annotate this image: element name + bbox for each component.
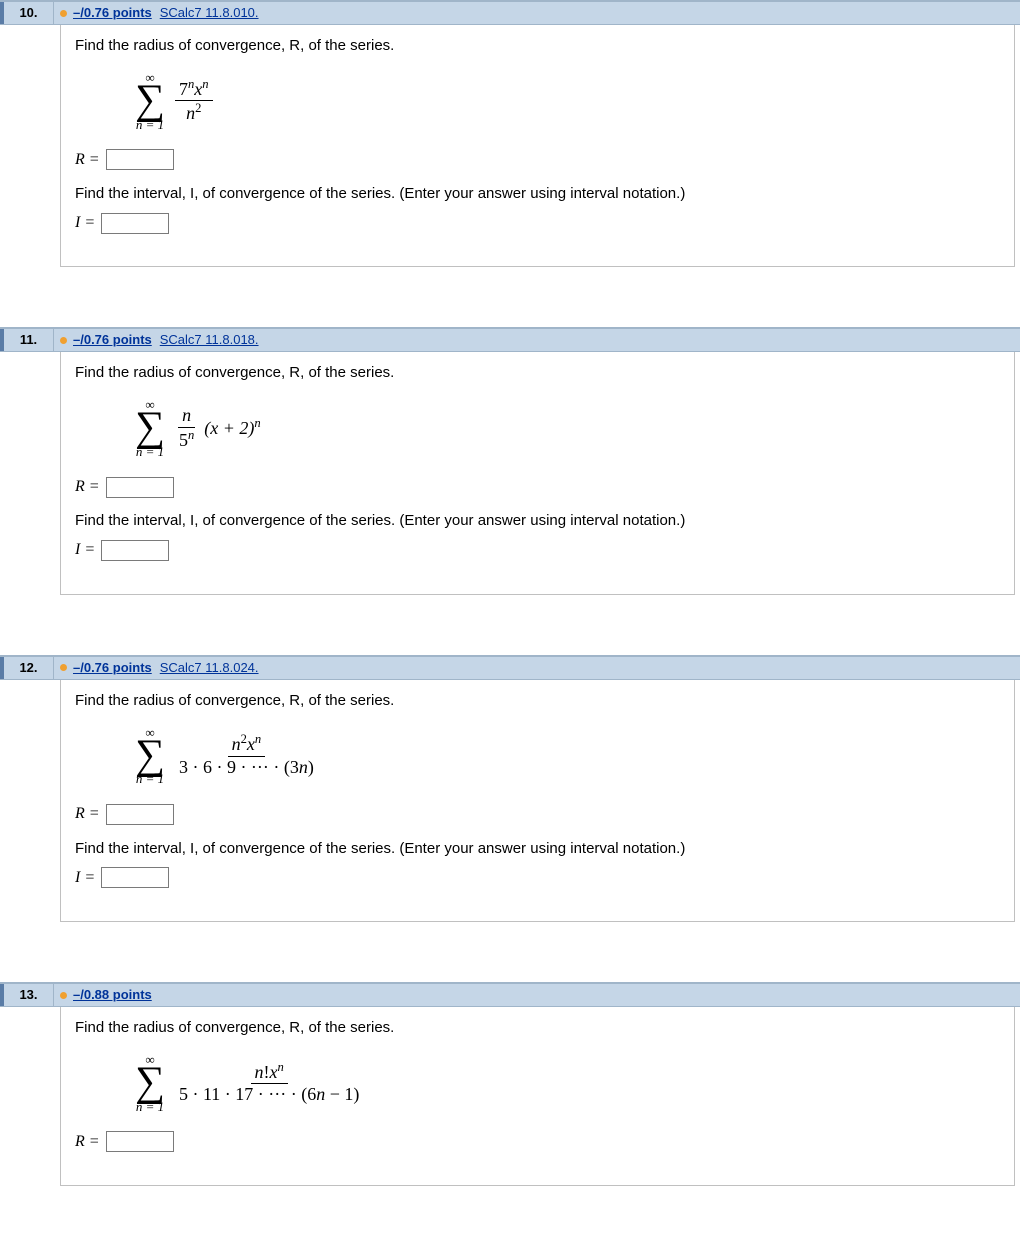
sigma-icon: ∞∑n = 1 <box>135 71 165 131</box>
question-13: 13. –/0.88 points Find the radius of conve… <box>0 982 1020 1186</box>
interval-input[interactable] <box>101 540 169 561</box>
sigma-symbol: ∑ <box>135 739 165 773</box>
prompt-radius: Find the radius of convergence, R, of th… <box>75 1017 1000 1038</box>
interval-answer-line: I = <box>75 867 1000 889</box>
i-label: I = <box>75 212 95 234</box>
sigma-icon: ∞∑n = 1 <box>135 1053 165 1113</box>
radius-input[interactable] <box>106 1131 174 1152</box>
interval-answer-line: I = <box>75 212 1000 234</box>
prompt-radius: Find the radius of convergence, R, of th… <box>75 362 1000 383</box>
question-10: 10. –/0.76 points SCalc7 11.8.010. Find the… <box>0 0 1020 267</box>
interval-input[interactable] <box>101 213 169 234</box>
sigma-lower: n = 1 <box>136 1100 164 1113</box>
question-12: 12. –/0.76 points SCalc7 11.8.024. Find the… <box>0 655 1020 922</box>
radius-answer-line: R = <box>75 803 1000 825</box>
sigma-lower: n = 1 <box>136 118 164 131</box>
question-body: Find the radius of convergence, R, of th… <box>60 25 1015 267</box>
points-link[interactable]: –/0.76 points <box>73 657 152 679</box>
question-header: 11. –/0.76 points SCalc7 11.8.018. <box>0 327 1020 352</box>
interval-input[interactable] <box>101 867 169 888</box>
r-label: R = <box>75 149 100 171</box>
i-label: I = <box>75 867 95 889</box>
points-link[interactable]: –/0.88 points <box>73 984 152 1006</box>
question-body: Find the radius of convergence, R, of th… <box>60 352 1015 594</box>
prompt-radius: Find the radius of convergence, R, of th… <box>75 690 1000 711</box>
fraction-numerator: n!xn <box>251 1060 288 1085</box>
fraction: n2xn3 · 6 · 9 · ··· · (3n) <box>175 732 318 778</box>
question-number: 13. <box>0 984 54 1006</box>
fraction-numerator: n2xn <box>228 732 266 757</box>
status-dot-icon <box>60 10 67 17</box>
sigma-lower: n = 1 <box>136 445 164 458</box>
question-body: Find the radius of convergence, R, of th… <box>60 1007 1015 1186</box>
series-formula: ∞∑n = 1 n2xn3 · 6 · 9 · ··· · (3n) <box>135 719 1000 786</box>
question-meta: –/0.76 points SCalc7 11.8.024. <box>54 657 1020 679</box>
fraction-denominator: 5n <box>175 428 198 452</box>
i-label: I = <box>75 539 95 561</box>
radius-input[interactable] <box>106 149 174 170</box>
question-number: 12. <box>0 657 54 679</box>
points-link[interactable]: –/0.76 points <box>73 329 152 351</box>
radius-answer-line: R = <box>75 476 1000 498</box>
sigma-symbol: ∑ <box>135 411 165 445</box>
source-link[interactable]: SCalc7 11.8.024. <box>160 657 259 679</box>
fraction-numerator: n <box>178 405 195 428</box>
series-formula: ∞∑n = 1 n!xn5 · 11 · 17 · ··· · (6n − 1) <box>135 1046 1000 1113</box>
fraction-denominator: 3 · 6 · 9 · ··· · (3n) <box>175 757 318 779</box>
status-dot-icon <box>60 337 67 344</box>
prompt-interval: Find the interval, I, of convergence of … <box>75 183 1000 204</box>
formula-extra: (x + 2)n <box>204 415 260 441</box>
sigma-icon: ∞∑n = 1 <box>135 398 165 458</box>
question-meta: –/0.88 points <box>54 984 1020 1006</box>
source-link[interactable]: SCalc7 11.8.010. <box>160 2 259 24</box>
fraction-numerator: 7nxn <box>175 77 213 102</box>
prompt-radius: Find the radius of convergence, R, of th… <box>75 35 1000 56</box>
sigma-symbol: ∑ <box>135 1066 165 1100</box>
fraction: n!xn5 · 11 · 17 · ··· · (6n − 1) <box>175 1060 363 1106</box>
question-header: 13. –/0.88 points <box>0 982 1020 1007</box>
radius-answer-line: R = <box>75 1131 1000 1153</box>
prompt-interval: Find the interval, I, of convergence of … <box>75 838 1000 859</box>
question-meta: –/0.76 points SCalc7 11.8.010. <box>54 2 1020 24</box>
question-header: 12. –/0.76 points SCalc7 11.8.024. <box>0 655 1020 680</box>
sigma-lower: n = 1 <box>136 772 164 785</box>
interval-answer-line: I = <box>75 539 1000 561</box>
r-label: R = <box>75 476 100 498</box>
series-formula: ∞∑n = 1n5n(x + 2)n <box>135 391 1000 458</box>
fraction-denominator: n2 <box>182 101 205 125</box>
question-meta: –/0.76 points SCalc7 11.8.018. <box>54 329 1020 351</box>
source-link[interactable]: SCalc7 11.8.018. <box>160 329 259 351</box>
series-formula: ∞∑n = 1 7nxnn2 <box>135 64 1000 131</box>
question-11: 11. –/0.76 points SCalc7 11.8.018. Find the… <box>0 327 1020 594</box>
question-body: Find the radius of convergence, R, of th… <box>60 680 1015 922</box>
question-number: 11. <box>0 329 54 351</box>
fraction-denominator: 5 · 11 · 17 · ··· · (6n − 1) <box>175 1084 363 1106</box>
prompt-interval: Find the interval, I, of convergence of … <box>75 510 1000 531</box>
question-number: 10. <box>0 2 54 24</box>
fraction: n5n <box>175 405 198 451</box>
radius-answer-line: R = <box>75 149 1000 171</box>
status-dot-icon <box>60 992 67 999</box>
status-dot-icon <box>60 664 67 671</box>
question-header: 10. –/0.76 points SCalc7 11.8.010. <box>0 0 1020 25</box>
sigma-symbol: ∑ <box>135 84 165 118</box>
radius-input[interactable] <box>106 477 174 498</box>
radius-input[interactable] <box>106 804 174 825</box>
r-label: R = <box>75 1131 100 1153</box>
r-label: R = <box>75 803 100 825</box>
points-link[interactable]: –/0.76 points <box>73 2 152 24</box>
sigma-icon: ∞∑n = 1 <box>135 726 165 786</box>
fraction: 7nxnn2 <box>175 77 213 125</box>
